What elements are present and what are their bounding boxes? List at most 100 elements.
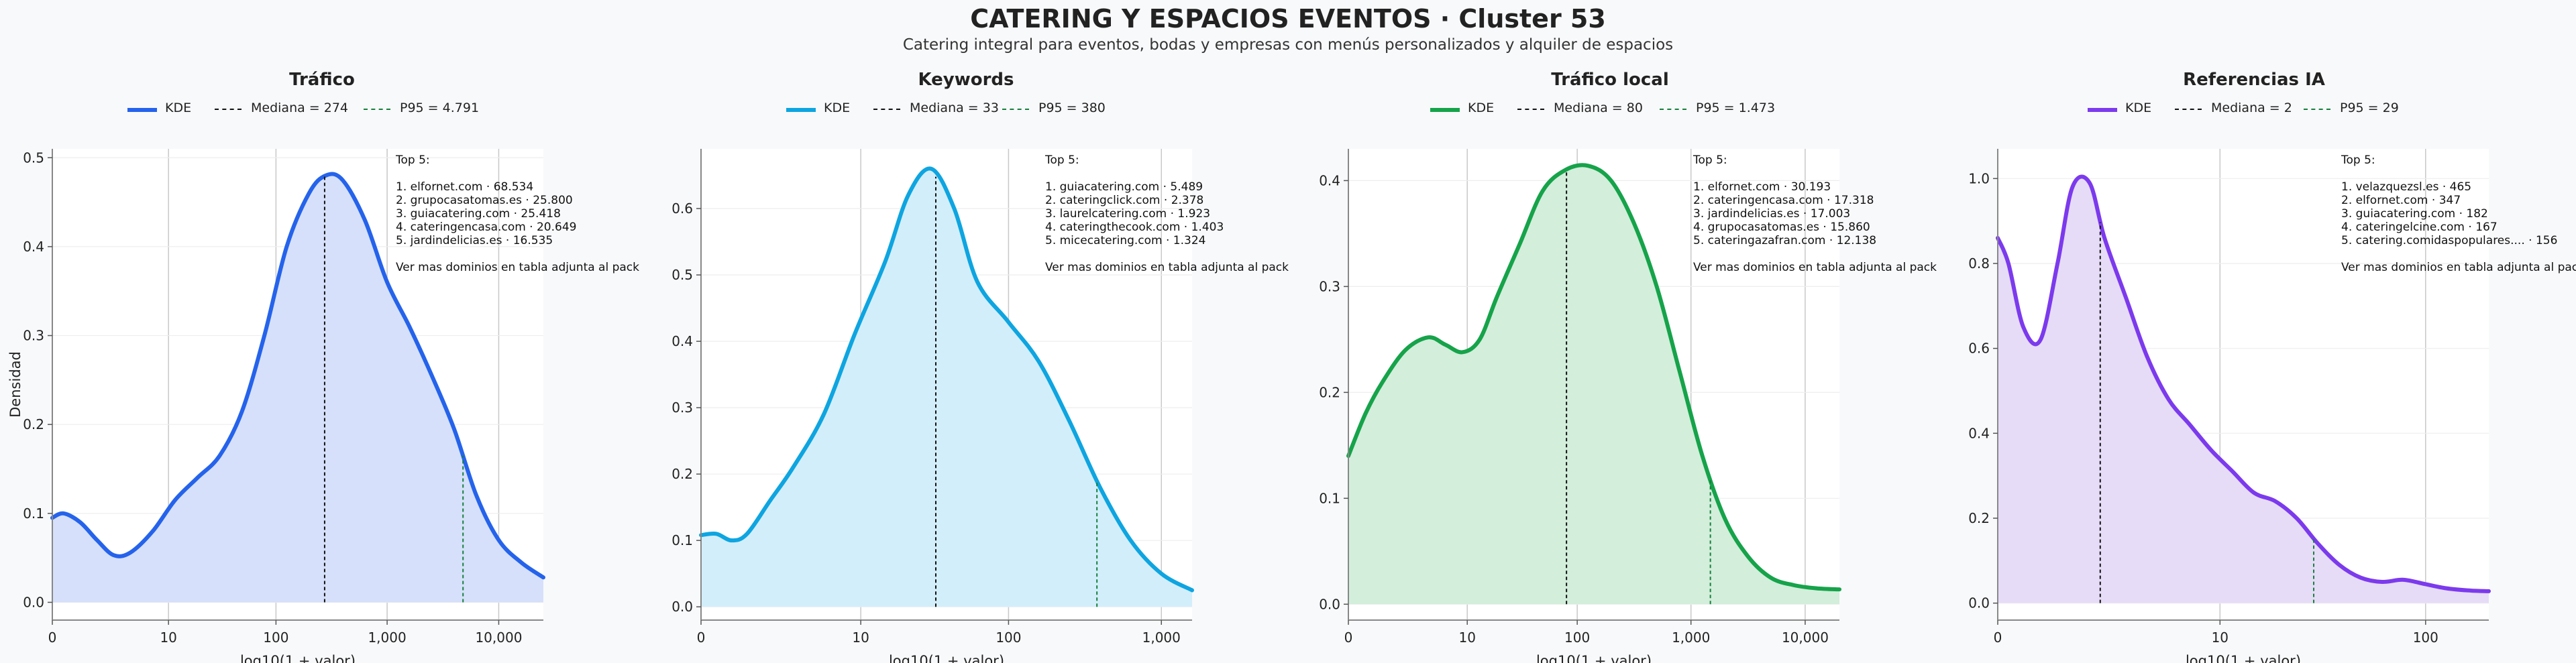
y-tick-label: 0.1: [1319, 490, 1340, 506]
top5-annotation-line: 5. catering.comidaspopulares.... · 156: [2341, 234, 2557, 247]
y-tick-label: 0.2: [672, 466, 693, 482]
top5-annotation-line: Top 5:: [395, 154, 430, 167]
y-tick-label: 0.4: [23, 239, 44, 255]
legend-p95-swatch: [364, 109, 390, 110]
x-tick-label: 10,000: [1782, 629, 1829, 646]
legend-p95-swatch: [2304, 109, 2330, 110]
x-tick-label: 10: [160, 629, 176, 646]
legend-median-label: Mediana = 274: [251, 101, 349, 115]
top5-annotation-line: 2. cateringclick.com · 2.378: [1045, 194, 1203, 207]
y-tick-label: 0.8: [1968, 255, 1990, 272]
top5-annotation-line: Top 5:: [1044, 154, 1079, 167]
x-axis-label: log10(1 + valor): [889, 653, 1004, 663]
legend-p95-label: P95 = 29: [2340, 101, 2399, 115]
top5-annotation-line: 3. jardindelicias.es · 17.003: [1693, 207, 1850, 221]
legend-kde-swatch: [127, 108, 157, 112]
legend-kde-label: KDE: [1468, 101, 1495, 115]
y-tick-label: 0.5: [672, 267, 693, 283]
x-tick-label: 100: [263, 629, 288, 646]
top5-annotation-line: Top 5:: [2341, 154, 2375, 167]
x-tick-label: 1,000: [1672, 629, 1710, 646]
legend-p95-swatch: [1002, 109, 1029, 110]
x-tick-label: 0: [48, 629, 57, 646]
top5-annotation-line: 4. cateringthecook.com · 1.403: [1045, 221, 1224, 234]
legend-median-swatch: [2175, 109, 2202, 110]
y-tick-label: 0.5: [23, 149, 44, 166]
y-tick-label: 0.1: [23, 505, 44, 522]
x-tick-label: 1,000: [368, 629, 406, 646]
y-tick-label: 0.6: [672, 200, 693, 217]
plot-trafico-local: 0 10 100 1,000 10,000 0.0 0.1 0.2 0.3 0.4 log10(1 …: [1319, 149, 1937, 663]
y-tick-label: 0.4: [1968, 425, 1990, 441]
y-tick-label: 0.4: [1319, 172, 1340, 188]
x-tick-label: 0: [697, 629, 706, 646]
kde-area: [52, 174, 543, 603]
y-tick-label: 0.2: [1319, 384, 1340, 400]
kde-line: [699, 166, 1194, 593]
x-tick-label: 10: [2212, 629, 2229, 646]
panel-title: Referencias IA: [2183, 70, 2325, 90]
top5-annotation-line: Ver mas dominios en tabla adjunta al pac…: [396, 261, 639, 274]
x-tick-label: 0: [1994, 629, 2002, 646]
panel-title: Tráfico local: [1551, 70, 1669, 90]
y-tick-label: 0.3: [1319, 278, 1340, 294]
y-tick-label: 0.1: [672, 532, 693, 548]
legend-kde-label: KDE: [165, 101, 192, 115]
x-tick-label: 0: [1344, 629, 1353, 646]
y-tick-label: 0.6: [1968, 341, 1990, 357]
x-tick-label: 100: [1564, 629, 1590, 646]
kde-line: [1996, 174, 2491, 593]
legend-median-label: Mediana = 80: [1554, 101, 1643, 115]
y-tick-label: 0.0: [672, 599, 693, 615]
x-tick-label: 10: [852, 629, 869, 646]
top5-annotation-line: 2. grupocasatomas.es · 25.800: [396, 194, 573, 207]
chart-title: CATERING Y ESPACIOS EVENTOS · Cluster 53: [970, 4, 1606, 34]
panel-referencias-ia: Referencias IA KDE Mediana = 2 P95 = 29 …: [1932, 0, 2576, 663]
y-tick-label: 0.0: [1319, 596, 1340, 612]
legend-median-swatch: [215, 109, 241, 110]
top5-annotation-line: 2. elfornet.com · 347: [2341, 194, 2461, 207]
kde-area: [1348, 165, 1839, 605]
panel-keywords: Keywords KDE Mediana = 33 P95 = 380 0 10 1…: [644, 0, 1289, 663]
kde-line: [1346, 163, 1841, 592]
top5-annotation-line: 1. guiacatering.com · 5.489: [1045, 180, 1203, 194]
legend-median-label: Mediana = 33: [910, 101, 999, 115]
legend-kde-label: KDE: [824, 101, 851, 115]
top5-annotation-line: 5. micecatering.com · 1.324: [1045, 234, 1205, 247]
legend-kde-swatch: [2088, 108, 2117, 112]
legend-median-swatch: [873, 109, 900, 110]
top5-annotation-line: Ver mas dominios en tabla adjunta al pac…: [1045, 261, 1289, 274]
y-tick-label: 0.0: [23, 594, 44, 610]
legend-median-label: Mediana = 2: [2211, 101, 2292, 115]
x-axis-label: log10(1 + valor): [2186, 653, 2301, 663]
legend-p95-label: P95 = 1.473: [1696, 101, 1776, 115]
y-tick-label: 0.3: [672, 400, 693, 416]
y-tick-label: 0.0: [1968, 595, 1990, 611]
top5-annotation-line: 3. laurelcatering.com · 1.923: [1045, 207, 1210, 221]
x-tick-label: 1,000: [1142, 629, 1181, 646]
legend-p95-label: P95 = 4.791: [400, 101, 480, 115]
plot-referencias-ia: 0 10 100 0.0 0.2 0.4 0.6 0.8 1.0 log10(1 + valor)…: [1968, 149, 2576, 663]
legend-p95-label: P95 = 380: [1038, 101, 1106, 115]
legend-p95-swatch: [1660, 109, 1686, 110]
top5-annotation-line: 4. cateringencasa.com · 20.649: [396, 221, 576, 234]
top5-annotation-line: 3. guiacatering.com · 182: [2341, 207, 2488, 221]
x-axis-label: log10(1 + valor): [240, 653, 356, 663]
top5-annotation-line: 1. elfornet.com · 30.193: [1693, 180, 1831, 194]
y-tick-label: 0.2: [1968, 510, 1990, 526]
y-tick-label: 0.2: [23, 416, 44, 432]
panel-trafico: Tráfico KDE Mediana = 274 P95 = 4.791 0 1…: [0, 0, 644, 663]
y-tick-label: 1.0: [1968, 170, 1990, 186]
plot-keywords: 0 10 100 1,000 0.0 0.1 0.2 0.3 0.4 0.5 0.6 log10(1 …: [672, 149, 1289, 663]
y-tick-label: 0.4: [672, 333, 693, 349]
plot-trafico: 0 10 100 1,000 10,000 0.0 0.1 0.2 0.3 0.4 0.5 log10…: [7, 149, 639, 663]
legend-kde-swatch: [1430, 108, 1460, 112]
top5-annotation-line: Top 5:: [1693, 154, 1727, 167]
top5-annotation-line: 2. cateringencasa.com · 17.318: [1693, 194, 1874, 207]
y-axis-label: Densidad: [7, 351, 23, 418]
top5-annotation-line: 4. cateringelcine.com · 167: [2341, 221, 2498, 234]
top5-annotation-line: 5. jardindelicias.es · 16.535: [396, 234, 553, 247]
x-axis-label: log10(1 + valor): [1536, 653, 1652, 663]
top5-annotation-line: 3. guiacatering.com · 25.418: [396, 207, 561, 221]
panel-title: Tráfico: [289, 70, 355, 90]
